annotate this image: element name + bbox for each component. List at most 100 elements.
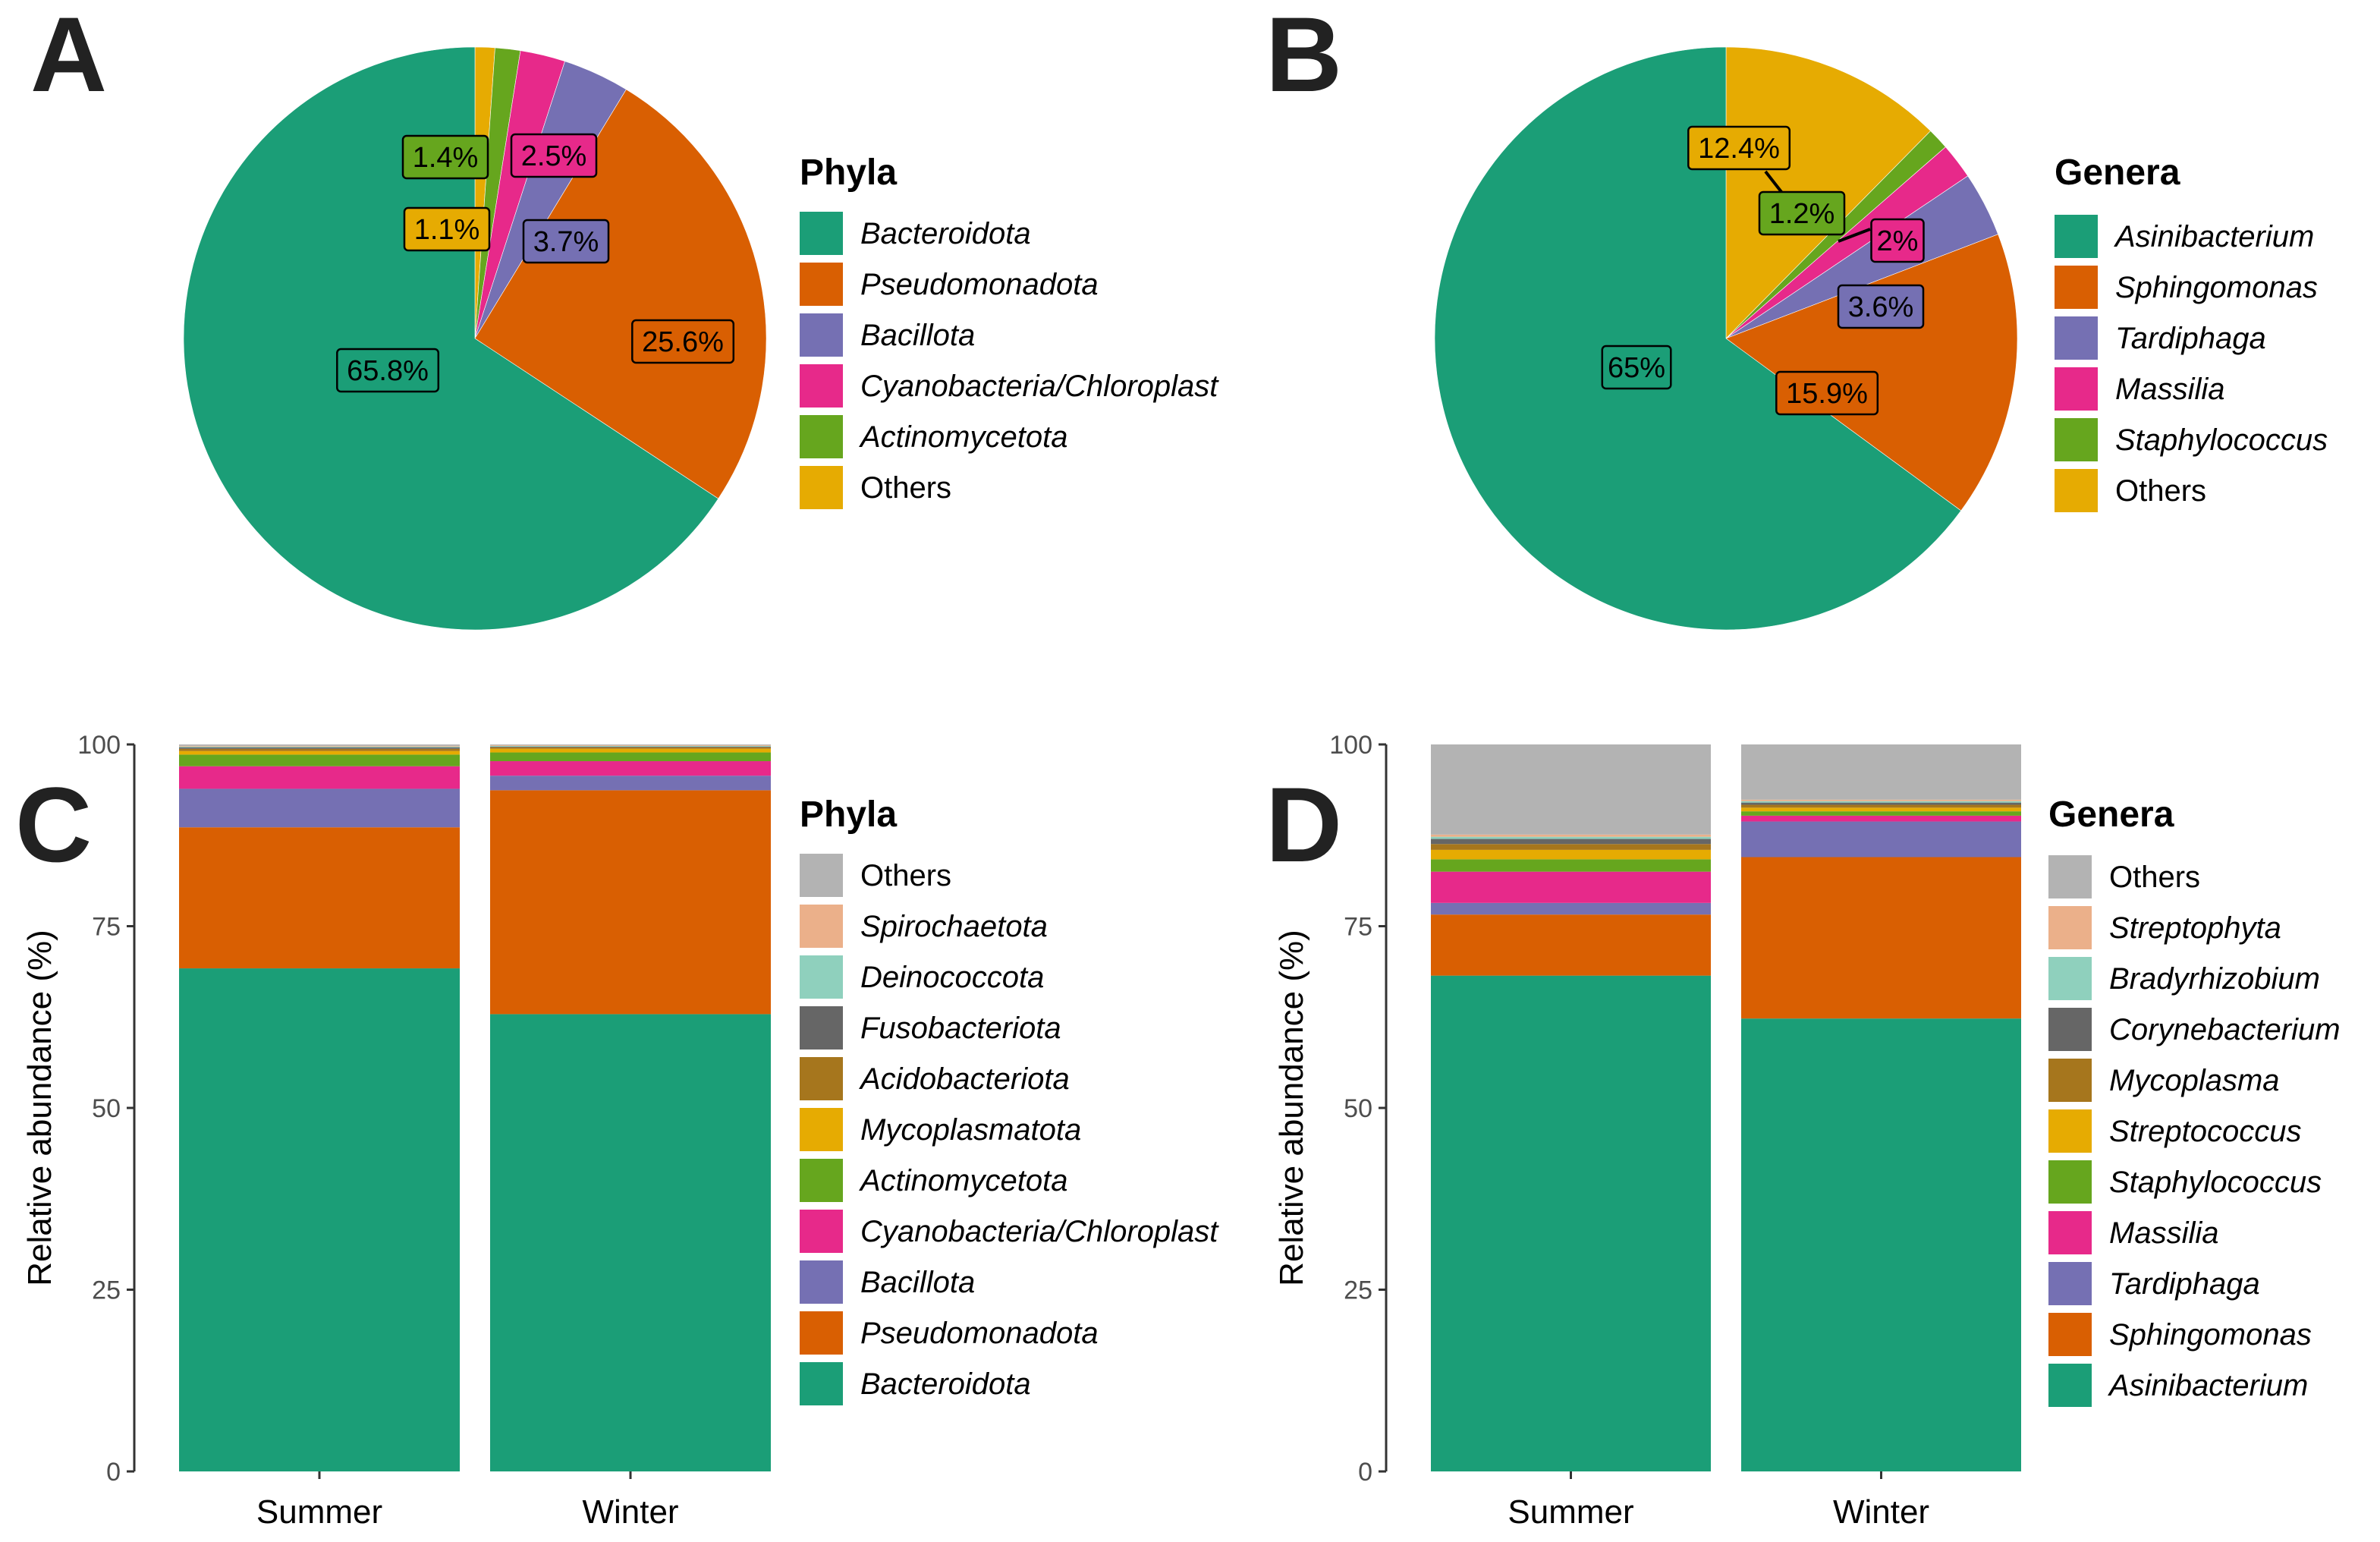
legend-label-others: Others	[860, 471, 951, 505]
legend-swatch-staphylococcus	[2048, 1160, 2092, 1204]
bar-segment-summer-bacteroidota	[179, 968, 460, 1471]
legend-label-cyanobacteria-chloroplast: Cyanobacteria/Chloroplast	[860, 1215, 1219, 1248]
legend-label-bacillota: Bacillota	[860, 319, 975, 352]
pie-label-tardiphaga: 3.6%	[1848, 291, 1914, 323]
bar-segment-summer-others	[179, 744, 460, 746]
x-tick-label-summer: Summer	[1508, 1493, 1633, 1531]
bar-segment-winter-others	[1741, 744, 2021, 800]
legend-label-pseudomonadota: Pseudomonadota	[860, 1317, 1099, 1350]
legend-swatch-cyanobacteria-chloroplast	[800, 1210, 843, 1253]
pie-slice-asinibacterium	[1434, 46, 1962, 631]
pie-label-box-massilia	[1870, 218, 1925, 263]
legend-label-others: Others	[860, 859, 951, 892]
bar-summer	[1431, 744, 1711, 1471]
panel-b: B 65% 15.9% 3.6% 2% 1.2% 12.4% Genera Asinibacte…	[1265, 0, 2328, 631]
y-tick-label: 0	[106, 1458, 121, 1487]
legend-label-fusobacteriota: Fusobacteriota	[860, 1012, 1061, 1045]
legend-swatch-actinomycetota	[800, 1159, 843, 1202]
legend-title: Genera	[2048, 795, 2174, 835]
bar-segment-summer-mycoplasma	[1431, 844, 1711, 850]
legend-swatch-mycoplasmatota	[800, 1108, 843, 1151]
legend-swatch-tardiphaga	[2055, 316, 2098, 360]
legend-label-mycoplasmatota: Mycoplasmatota	[860, 1113, 1081, 1147]
legend-label-tardiphaga: Tardiphaga	[2109, 1267, 2260, 1301]
legend-swatch-sphingomonas	[2055, 266, 2098, 309]
pie-label-box-bacillota	[522, 219, 610, 264]
legend-swatch-pseudomonadota	[800, 263, 843, 306]
pie-label-box-actinomycetota	[401, 134, 489, 180]
legend-label-pseudomonadota: Pseudomonadota	[860, 268, 1099, 301]
bar-segment-summer-streptophyta	[1431, 834, 1711, 837]
pie-label-bacillota: 3.7%	[533, 226, 599, 258]
panel-letter: B	[1265, 0, 1342, 114]
pie-label-box-tardiphaga	[1837, 284, 1925, 329]
bar-segment-winter-sphingomonas	[1741, 857, 2021, 1019]
bar-winter	[490, 744, 771, 1471]
legend-label-streptophyta: Streptophyta	[2109, 911, 2281, 945]
legend-label-sphingomonas: Sphingomonas	[2109, 1318, 2312, 1352]
bar-segment-summer-bradyrhizobium	[1431, 836, 1711, 839]
legend-swatch-bacillota	[800, 1260, 843, 1304]
legend-label-others: Others	[2109, 861, 2200, 894]
pie-label-box-pseudomonadota	[631, 319, 735, 364]
y-tick-label: 25	[92, 1276, 121, 1305]
y-tick-label: 75	[1344, 913, 1372, 942]
pie-label-asinibacterium: 65%	[1608, 352, 1665, 384]
bar-segment-summer-acidobacteriota	[179, 748, 460, 751]
bar-segment-winter-cyanobacteria-chloroplast	[490, 761, 771, 776]
pie-label-pseudomonadota: 25.6%	[642, 326, 724, 358]
legend-swatch-spirochaetota	[800, 905, 843, 948]
bar-segment-winter-streptococcus	[1741, 807, 2021, 812]
pie-label-massilia: 2%	[1877, 225, 1919, 257]
panel-d: D Summer Winter 0 25 50 75 100 Relative abundanc…	[1265, 731, 2341, 1531]
pie-label-box-sphingomonas	[1775, 370, 1879, 416]
legend-label-acidobacteriota: Acidobacteriota	[859, 1062, 1070, 1096]
bar-segment-summer-streptococcus	[1431, 849, 1711, 860]
legend-swatch-cyanobacteria-chloroplast	[800, 364, 843, 408]
x-tick-label-summer: Summer	[256, 1493, 382, 1531]
bar-segment-winter-acidobacteriota	[490, 747, 771, 749]
bar-segment-winter-bacillota	[490, 776, 771, 791]
legend-title: Phyla	[800, 795, 897, 835]
y-tick-label: 25	[1344, 1276, 1372, 1305]
legend-swatch-fusobacteriota	[800, 1006, 843, 1050]
pie-label-box-cyanobacteria-chloroplast	[510, 133, 598, 178]
bar-segment-winter-actinomycetota	[490, 752, 771, 762]
legend-label-spirochaetota: Spirochaetota	[860, 910, 1048, 943]
pie-label-box-others	[403, 206, 491, 252]
bar-segment-summer-bacillota	[179, 788, 460, 828]
pie-label-bacteroidota: 65.8%	[347, 355, 429, 387]
legend-label-streptococcus: Streptococcus	[2109, 1115, 2301, 1148]
pie-label-box-bacteroidota	[336, 348, 440, 393]
bar-segment-winter-mycoplasma	[1741, 804, 2021, 808]
bar-segment-winter-massilia	[1741, 815, 2021, 822]
legend-swatch-corynebacterium	[2048, 1008, 2092, 1051]
legend: Phyla Others Spirochaetota Deinococcota Fuso…	[800, 795, 1219, 1405]
bar-segment-winter-spirochaetota	[490, 744, 771, 746]
pie-label-staphylococcus: 1.2%	[1769, 198, 1835, 230]
legend-swatch-tardiphaga	[2048, 1262, 2092, 1305]
bar-segment-summer-fusobacteriota	[179, 747, 460, 749]
bar-segment-summer-spirochaetota	[179, 745, 460, 747]
legend-title: Phyla	[800, 153, 897, 193]
pie-label-cyanobacteria-chloroplast: 2.5%	[521, 140, 587, 172]
panel-letter: C	[15, 765, 92, 884]
legend-label-deinococcota: Deinococcota	[860, 961, 1044, 994]
y-tick-label: 100	[1329, 731, 1372, 760]
panel-c: C Summer Winter 0 25 50 75 100 Relative abundanc…	[15, 731, 1219, 1531]
panel-letter: A	[30, 0, 107, 114]
bar-segment-winter-tardiphaga	[1741, 821, 2021, 858]
y-tick-label: 75	[92, 913, 121, 942]
x-tick-label-winter: Winter	[1833, 1493, 1929, 1531]
pie-slice-bacteroidota	[183, 46, 719, 631]
bar-segment-winter-bradyrhizobium	[1741, 801, 2021, 803]
bar-segment-winter-bacteroidota	[490, 1014, 771, 1471]
legend-swatch-bradyrhizobium	[2048, 957, 2092, 1000]
bar-segment-summer-others	[1431, 744, 1711, 835]
pie-label-others: 12.4%	[1698, 133, 1780, 165]
legend-label-asinibacterium: Asinibacterium	[2114, 220, 2314, 253]
legend: Genera Others Streptophyta Bradyrhizobium Co…	[2048, 795, 2341, 1407]
legend-swatch-actinomycetota	[800, 415, 843, 458]
leader-line-massilia	[1838, 228, 1871, 243]
